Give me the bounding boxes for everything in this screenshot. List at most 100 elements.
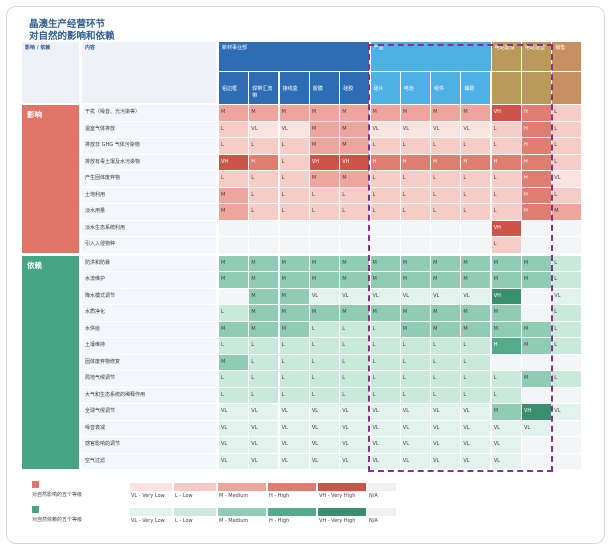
rating-cell: VL [340,453,370,469]
rating-cell: L [431,204,461,220]
rating-cell: L [461,187,491,203]
rating-cell: VL [400,404,430,420]
rating-cell: H [522,187,552,203]
rating-cell [522,237,552,253]
rating-cell: M [491,272,521,288]
rating-cell: VL [309,288,339,304]
row-label: 干扰（噪音、光污染等） [82,105,216,121]
rating-cell [370,220,400,236]
rating-cell: M [279,305,309,321]
rating-cell: VL [370,437,400,453]
rating-cell: M [340,121,370,137]
rating-cell: L [249,187,279,203]
rating-cell [219,220,249,236]
rating-cell: VL [461,121,491,137]
rating-cell: M [370,255,400,271]
rating-cell: L [309,371,339,387]
rating-cell: VL [340,404,370,420]
rating-cell: VL [431,437,461,453]
rating-cell: L [552,321,582,337]
rating-cell: M [279,255,309,271]
impact-section-label: 影响 [22,105,79,253]
row-label: 排放非 GHG 气体污染物 [82,138,216,154]
rating-cell [249,220,279,236]
rating-cell: M [370,105,400,121]
row-label: 局地气候调节 [82,371,216,387]
rating-cell: L [431,387,461,403]
rating-cell: VL [219,404,249,420]
rating-cell: L [219,387,249,403]
header-group: 电站运营 [522,42,552,71]
rating-cell [279,220,309,236]
impact-legend-level: VH - Very High [319,493,356,499]
row-label: 降水模式调节 [82,288,216,304]
rating-cell: L [279,204,309,220]
rating-cell: L [309,338,339,354]
rating-cell: VL [400,420,430,436]
row-label: 空气过滤 [82,453,216,469]
rating-cell: M [370,305,400,321]
impact-legend-bar [174,483,216,491]
rating-cell: L [552,138,582,154]
title-line-2: 对自然的影响和依赖 [29,31,115,42]
rating-cell: L [249,204,279,220]
header-group: 产品 [370,42,491,71]
rating-cell: L [431,371,461,387]
rating-cell: L [219,138,249,154]
impact-legend-bar [318,483,366,491]
rating-cell: VH [522,404,552,420]
row-label: 淡水用量 [82,204,216,220]
rating-cell: L [400,204,430,220]
rating-cell: L [309,204,339,220]
rating-cell: VL [431,453,461,469]
rating-cell: M [340,105,370,121]
page-title: 晶澳生产经营环节 对自然的影响和依赖 [29,19,115,43]
impact-legend-bar [268,483,316,491]
rating-cell: L [431,354,461,370]
header-subcolumn [491,72,521,104]
rating-cell: M [249,272,279,288]
rating-cell: M [491,255,521,271]
rating-cell: M [431,321,461,337]
rating-cell: VL [279,453,309,469]
header-subcolumn: 电池 [400,72,430,104]
rating-cell: H [461,154,491,170]
rating-cell: VL [552,171,582,187]
rating-cell: H [522,204,552,220]
row-label: 土壤维持 [82,338,216,354]
rating-cell [431,220,461,236]
rating-cell [522,453,552,469]
rating-cell [552,237,582,253]
rating-cell: VL [431,404,461,420]
rating-cell: VL [400,453,430,469]
rating-cell: M [309,305,339,321]
rating-cell [309,237,339,253]
rating-cell: L [370,171,400,187]
rating-cell: L [219,305,249,321]
impact-legend-swatch [32,481,39,488]
rating-cell: L [400,171,430,187]
rating-cell: M [491,305,521,321]
rating-cell: VL [219,453,249,469]
rating-cell: L [249,138,279,154]
rating-cell: VL [370,420,400,436]
rating-cell: L [219,338,249,354]
title-line-1: 晶澳生产经营环节 [29,19,106,30]
rating-cell: M [522,371,552,387]
rating-cell: L [279,371,309,387]
rating-cell: M [309,121,339,137]
rating-cell: L [552,105,582,121]
rating-cell: VL [491,453,521,469]
rating-cell: L [491,138,521,154]
rating-cell: L [340,321,370,337]
rating-cell [552,437,582,453]
rating-cell: L [249,354,279,370]
row-label: 全球气候调节 [82,404,216,420]
rating-cell: VL [431,121,461,137]
rating-cell: VL [552,404,582,420]
rating-cell: M [279,288,309,304]
rating-cell [522,305,552,321]
rating-cell: H [522,138,552,154]
rating-cell: M [522,272,552,288]
rating-cell [219,288,249,304]
